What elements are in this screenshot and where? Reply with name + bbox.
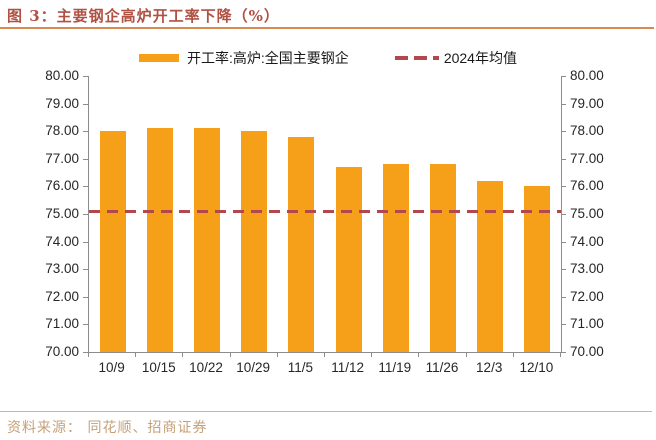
x-axis-tick-mark (465, 353, 467, 357)
x-axis-category-label: 11/26 (425, 360, 459, 375)
y-axis-tick-label-right: 74.00 (570, 233, 604, 249)
y-axis-tick-label-left: 79.00 (45, 95, 79, 111)
legend-series-label: 开工率:高炉:全国主要钢企 (187, 50, 349, 66)
y-axis-tick-label-right: 79.00 (570, 95, 604, 111)
y-axis-tick-mark (83, 131, 88, 133)
y-axis-tick-mark (561, 296, 566, 298)
y-axis-tick-label-left: 70.00 (45, 344, 79, 359)
x-axis-tick-mark (418, 353, 420, 357)
x-axis-tick-mark (276, 353, 278, 357)
y-axis-tick-mark (83, 186, 88, 188)
x-axis-category-label: 10/9 (98, 360, 125, 375)
x-axis-category-label: 10/22 (189, 360, 223, 375)
plot-area (88, 76, 562, 353)
x-axis-category-label: 11/19 (378, 360, 412, 375)
y-axis-tick-mark (83, 269, 88, 271)
y-axis-tick-mark (561, 324, 566, 326)
x-axis-category-label: 12/3 (476, 360, 503, 375)
x-axis-tick-mark (88, 353, 89, 357)
x-axis-tick-mark (182, 353, 184, 357)
x-axis-category-label: 12/10 (519, 360, 554, 375)
y-axis-tick-mark (561, 186, 566, 188)
x-axis-category-label: 10/29 (236, 360, 271, 375)
y-axis-tick-mark (561, 214, 566, 215)
x-axis-category-label: 11/12 (331, 360, 364, 375)
bar (99, 131, 126, 352)
legend-item-average: 2024年均值 (394, 48, 517, 68)
bar (288, 136, 315, 352)
y-axis-tick-mark (83, 241, 88, 243)
bar-swatch-icon (139, 54, 180, 62)
y-axis-tick-label-left: 74.00 (45, 233, 79, 249)
y-axis-tick-mark (561, 131, 566, 133)
y-axis-tick-label-right: 78.00 (570, 123, 604, 139)
x-axis-tick-mark (324, 353, 325, 357)
bar (477, 180, 504, 352)
x-axis-tick-mark (560, 353, 561, 357)
y-axis-tick-mark (561, 269, 566, 271)
bar (241, 131, 268, 352)
y-axis-tick-label-left: 75.00 (45, 206, 79, 221)
y-axis-tick-mark (83, 76, 88, 77)
y-axis-tick-mark (83, 214, 88, 215)
x-axis-category-label: 11/5 (287, 360, 314, 375)
dashed-line-swatch-icon (394, 56, 439, 60)
y-axis-tick-label-right: 71.00 (570, 316, 604, 332)
bar (382, 164, 409, 352)
y-axis-tick-label-right: 75.00 (570, 206, 604, 221)
legend-item-series: 开工率:高炉:全国主要钢企 (139, 48, 349, 68)
y-axis-tick-label-left: 71.00 (45, 316, 79, 332)
x-axis-tick-mark (512, 353, 514, 357)
x-axis-category-label: 10/15 (141, 360, 176, 375)
y-axis-tick-label-right: 72.00 (570, 288, 604, 304)
y-axis-tick-label-right: 70.00 (570, 344, 604, 359)
figure-title: 图 3：主要钢企高炉开工率下降（%） (7, 7, 280, 25)
y-axis-tick-mark (561, 76, 566, 77)
legend-average-label: 2024年均值 (443, 50, 517, 66)
y-axis-tick-label-left: 76.00 (45, 178, 79, 194)
y-axis-tick-mark (561, 241, 566, 243)
y-axis-tick-mark (561, 103, 566, 105)
y-axis-tick-mark (83, 103, 88, 105)
chart-legend: 开工率:高炉:全国主要钢企 2024年均值 (0, 48, 656, 68)
y-axis-tick-mark (83, 296, 88, 298)
source-text: 资料来源： 同花顺、招商证券 (7, 420, 208, 436)
y-axis-tick-mark (561, 352, 566, 353)
x-axis-tick-mark (229, 353, 231, 357)
y-axis-tick-label-right: 73.00 (570, 261, 604, 277)
x-axis-tick-mark (135, 353, 137, 357)
bar (194, 128, 220, 352)
bar (335, 167, 362, 352)
y-axis-tick-mark (83, 324, 88, 326)
y-axis-tick-label-left: 80.00 (45, 68, 79, 83)
title-underline (0, 27, 654, 29)
footer-rule (0, 411, 652, 412)
average-dashed-line (89, 210, 561, 214)
y-axis-tick-mark (83, 158, 88, 160)
y-axis-tick-label-right: 77.00 (570, 150, 604, 166)
y-axis-tick-label-right: 80.00 (570, 68, 604, 83)
bar (524, 186, 551, 352)
bar (146, 128, 173, 352)
y-axis-tick-mark (83, 352, 88, 353)
x-axis-tick-mark (371, 353, 373, 357)
y-axis-tick-mark (561, 158, 566, 160)
y-axis-tick-label-left: 78.00 (45, 123, 79, 139)
y-axis-tick-label-left: 72.00 (45, 288, 79, 304)
bar (430, 164, 456, 352)
y-axis-tick-label-left: 77.00 (45, 150, 79, 166)
y-axis-tick-label-left: 73.00 (45, 261, 79, 277)
y-axis-tick-label-right: 76.00 (570, 178, 604, 194)
